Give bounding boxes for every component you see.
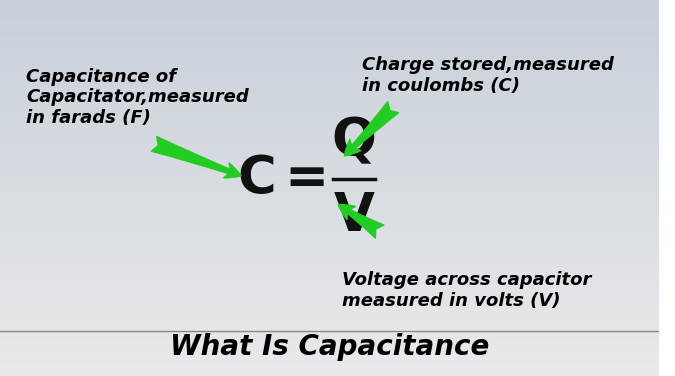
Text: Q: Q bbox=[332, 115, 377, 167]
Text: Voltage across capacitor
measured in volts (V): Voltage across capacitor measured in vol… bbox=[342, 271, 592, 309]
Text: V: V bbox=[334, 190, 375, 242]
Text: Charge stored,measured
in coulombs (C): Charge stored,measured in coulombs (C) bbox=[362, 56, 614, 95]
Text: =: = bbox=[284, 153, 328, 205]
Text: What Is Capacitance: What Is Capacitance bbox=[169, 333, 489, 361]
Text: Capacitance of
Capacitator,measured
in farads (F): Capacitance of Capacitator,measured in f… bbox=[26, 68, 249, 127]
Text: C: C bbox=[238, 153, 276, 205]
